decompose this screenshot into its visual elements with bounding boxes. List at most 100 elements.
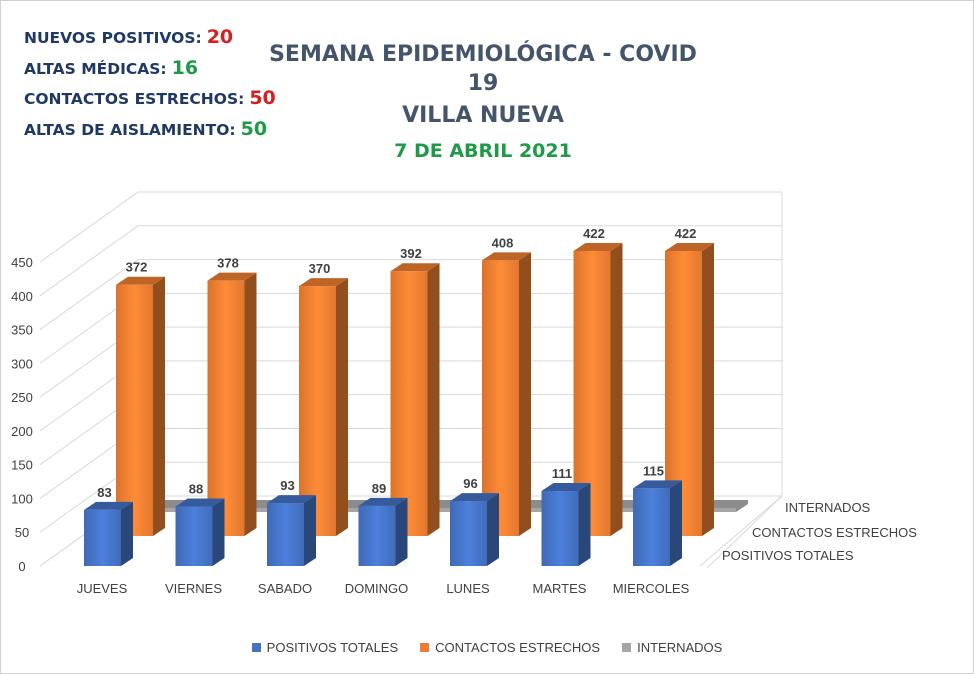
legend-swatch (622, 643, 632, 652)
bar-top (390, 263, 440, 272)
legend-swatch (251, 643, 261, 652)
bar-positivos (358, 497, 408, 566)
bar-contactos (665, 242, 714, 536)
bar-side (427, 263, 440, 536)
bar-positivos (84, 501, 133, 566)
category-label: MARTES (533, 581, 587, 596)
bar-side (244, 272, 257, 536)
y-tick-label: 400 (11, 289, 33, 304)
legend-item-internados: INTERNADOS (622, 640, 722, 655)
bar-front (541, 491, 579, 566)
category-label: SABADO (258, 581, 312, 596)
stat-label: ALTAS DE AISLAMIENTO: (24, 120, 236, 139)
y-tick-label: 200 (11, 424, 33, 439)
bar-front (267, 503, 304, 566)
data-label-contactos: 408 (492, 235, 514, 250)
bar-front (207, 280, 245, 536)
legend-item-positivos: POSITIVOS TOTALES (251, 640, 398, 655)
depth-axis-label: CONTACTOS ESTRECHOS (752, 525, 917, 540)
bar-top (84, 501, 133, 510)
depth-axis-label: INTERNADOS (785, 500, 871, 515)
data-label-positivos: 96 (463, 476, 477, 491)
data-label-contactos: 422 (583, 226, 605, 241)
y-tick-label: 50 (15, 525, 29, 540)
category-label: DOMINGO (345, 581, 409, 596)
y-tick-label: 0 (18, 559, 25, 574)
data-label-positivos: 93 (280, 478, 294, 493)
bar-top (175, 498, 225, 507)
bar-positivos (175, 498, 225, 566)
legend-item-contactos: CONTACTOS ESTRECHOS (420, 640, 600, 655)
bar-front (175, 506, 213, 566)
data-label-positivos: 89 (372, 481, 386, 496)
stat-altas-aislamiento: ALTAS DE AISLAMIENTO: 50 (24, 114, 276, 145)
chart-title: SEMANA EPIDEMIOLÓGICA - COVID 19 (269, 42, 697, 96)
bar-positivos (267, 495, 316, 566)
data-label-positivos: 111 (552, 466, 572, 481)
stat-label: NUEVOS POSITIVOS: (24, 29, 202, 47)
data-label-positivos: 83 (97, 485, 111, 500)
depth-axis-label: POSITIVOS TOTALES (722, 548, 854, 563)
bar-side (610, 242, 623, 536)
chart-subtitle: VILLA NUEVA (402, 103, 564, 128)
category-label: LUNES (446, 581, 490, 596)
bar-front (633, 488, 670, 566)
bar-contactos (482, 252, 531, 536)
bar-side (670, 480, 682, 566)
stat-label: ALTAS MÉDICAS: (24, 59, 167, 78)
bar-side (395, 497, 408, 566)
stat-contactos-estrechos: CONTACTOS ESTRECHOS: 50 (24, 83, 276, 114)
bar-side (336, 278, 348, 536)
bar-top (541, 483, 591, 492)
legend-label: CONTACTOS ESTRECHOS (435, 640, 601, 655)
category-label: MIERCOLES (613, 581, 690, 596)
stat-value: 20 (206, 26, 234, 48)
bar-side (578, 483, 591, 566)
bar-contactos (390, 263, 440, 536)
bar-side (153, 276, 165, 536)
bar-front (450, 501, 487, 566)
bar-top (482, 252, 531, 261)
data-label-positivos: 88 (189, 482, 203, 497)
bar-front (482, 260, 519, 536)
data-label-contactos: 378 (217, 256, 239, 271)
bar-side (519, 252, 531, 536)
y-tick-label: 350 (11, 323, 33, 338)
category-label: VIERNES (165, 581, 222, 596)
stat-label: CONTACTOS ESTRECHOS: (24, 90, 245, 108)
legend-swatch (420, 643, 430, 652)
bar-side (487, 493, 499, 566)
data-label-positivos: 115 (643, 463, 664, 478)
bar-contactos (116, 276, 165, 536)
legend: POSITIVOS TOTALES CONTACTOS ESTRECHOS IN… (0, 640, 974, 655)
stat-nuevos-positivos: NUEVOS POSITIVOS: 20 (24, 22, 276, 53)
y-tick-label: 300 (11, 356, 33, 371)
bar-top (450, 493, 499, 502)
legend-label: INTERNADOS (637, 640, 723, 655)
bar-positivos (633, 480, 682, 566)
gridline (39, 191, 782, 263)
bar-top (358, 497, 408, 506)
bar-top (267, 495, 316, 504)
bar-front (358, 505, 396, 566)
bar-top (665, 242, 714, 251)
gridline (39, 225, 782, 297)
bar-side (304, 495, 316, 566)
y-tick-label: 150 (11, 458, 33, 473)
bar-contactos (207, 272, 257, 536)
bar-positivos (541, 483, 591, 566)
y-tick-label: 450 (11, 255, 33, 270)
bar-top (633, 480, 682, 489)
bar-top (116, 276, 165, 285)
bar-contactos (299, 278, 348, 536)
data-label-contactos: 370 (309, 261, 331, 276)
stats-panel: NUEVOS POSITIVOS: 20 ALTAS MÉDICAS: 16 CON… (24, 22, 276, 144)
bar-top (573, 242, 623, 251)
data-label-contactos: 392 (400, 246, 422, 261)
bar-front (299, 286, 336, 536)
bar-side (121, 501, 133, 566)
chart-date: 7 DE ABRIL 2021 (394, 140, 572, 162)
bar-top (207, 272, 257, 281)
bar-side (702, 242, 714, 536)
